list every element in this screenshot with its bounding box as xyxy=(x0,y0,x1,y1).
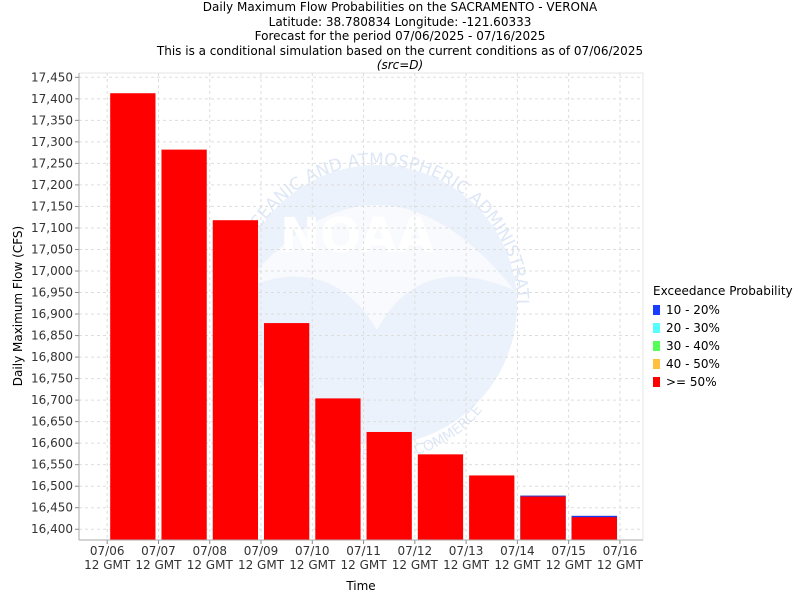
legend-item: 10 - 20% xyxy=(653,301,793,319)
y-tick-label: 17,400 xyxy=(31,92,73,106)
x-tick-label: 07/11 xyxy=(346,544,381,558)
y-tick-label: 16,900 xyxy=(31,307,73,321)
y-tick-label: 16,650 xyxy=(31,415,73,429)
legend-title: Exceedance Probability xyxy=(653,284,793,298)
bar-ge-50 xyxy=(469,475,515,540)
bar-ge-50 xyxy=(366,431,412,540)
legend-swatch xyxy=(653,341,660,351)
bar-ge-50 xyxy=(110,93,156,540)
x-tick-label: 12 GMT xyxy=(494,558,541,572)
chart-source: (src=D) xyxy=(376,58,424,72)
bar-ge-50 xyxy=(520,496,566,540)
legend: Exceedance Probability 10 - 20% 20 - 30%… xyxy=(653,284,793,391)
bar-ge-50 xyxy=(315,398,361,540)
x-tick-label: 12 GMT xyxy=(238,558,285,572)
y-tick-label: 16,400 xyxy=(31,522,73,536)
legend-swatch xyxy=(653,323,660,333)
noaa-logo-text: NOAA xyxy=(280,208,434,264)
axes: 16,400 16,450 16,500 16,550 16,600 16,650 16,7… xyxy=(31,70,644,572)
grid-lines xyxy=(79,73,643,540)
x-tick-label: 12 GMT xyxy=(341,558,388,572)
legend-item: 40 - 50% xyxy=(653,355,793,373)
y-tick-label: 17,350 xyxy=(31,113,73,127)
x-tick-label: 12 GMT xyxy=(443,558,490,572)
legend-label: 20 - 30% xyxy=(666,321,720,335)
x-tick-label: 07/16 xyxy=(603,544,638,558)
y-tick-label: 16,550 xyxy=(31,458,73,472)
y-tick-label: 17,200 xyxy=(31,178,73,192)
x-tick-label: 12 GMT xyxy=(289,558,336,572)
x-tick-label: 12 GMT xyxy=(392,558,439,572)
x-tick-label: 07/08 xyxy=(192,544,227,558)
plot-border xyxy=(78,72,644,541)
legend-item: 20 - 30% xyxy=(653,319,793,337)
chart-note: This is a conditional simulation based o… xyxy=(156,43,644,58)
y-tick-label: 17,100 xyxy=(31,221,73,235)
y-tick-label: 16,850 xyxy=(31,329,73,343)
bars xyxy=(110,93,618,541)
legend-item: 30 - 40% xyxy=(653,337,793,355)
x-tick-label: 07/10 xyxy=(295,544,330,558)
bar-ge-50 xyxy=(212,220,259,540)
chart-location: Latitude: 38.780834 Longitude: -121.6033… xyxy=(268,14,532,29)
bar-ge-50 xyxy=(161,149,207,540)
x-tick-label: 12 GMT xyxy=(187,558,234,572)
y-tick-label: 16,950 xyxy=(31,286,73,300)
legend-swatch xyxy=(653,305,660,315)
y-tick-label: 17,150 xyxy=(31,199,73,213)
legend-label: >= 50% xyxy=(666,375,717,389)
x-tick-label: 07/13 xyxy=(449,544,484,558)
x-tick-label: 12 GMT xyxy=(135,558,182,572)
x-tick-label: 07/15 xyxy=(551,544,586,558)
y-tick-label: 16,600 xyxy=(31,436,73,450)
legend-label: 10 - 20% xyxy=(666,303,720,317)
y-tick-label: 17,250 xyxy=(31,156,73,170)
y-tick-label: 17,300 xyxy=(31,135,73,149)
y-tick-label: 16,750 xyxy=(31,372,73,386)
y-axis-label: Daily Maximum Flow (CFS) xyxy=(11,226,25,386)
x-axis-label: Time xyxy=(345,579,375,593)
x-tick-label: 07/12 xyxy=(398,544,433,558)
x-tick-label: 12 GMT xyxy=(546,558,593,572)
x-tick-label: 07/09 xyxy=(244,544,279,558)
chart-title: Daily Maximum Flow Probabilities on the … xyxy=(202,0,598,14)
x-tick-label: 07/14 xyxy=(500,544,535,558)
x-tick-label: 07/06 xyxy=(90,544,125,558)
bar-ge-50 xyxy=(264,323,310,540)
chart-titles: Daily Maximum Flow Probabilities on the … xyxy=(0,0,800,73)
chart-period: Forecast for the period 07/06/2025 - 07/… xyxy=(254,29,546,43)
y-tick-label: 17,000 xyxy=(31,264,73,278)
y-tick-label: 16,500 xyxy=(31,479,73,493)
x-tick-label: 07/07 xyxy=(141,544,176,558)
legend-swatch xyxy=(653,377,660,387)
legend-label: 30 - 40% xyxy=(666,339,720,353)
y-tick-label: 16,800 xyxy=(31,350,73,364)
x-tick-label: 12 GMT xyxy=(84,558,131,572)
y-tick-label: 17,450 xyxy=(31,70,73,84)
noaa-bird-icon xyxy=(240,205,514,330)
legend-label: 40 - 50% xyxy=(666,357,720,371)
x-tick-label: 12 GMT xyxy=(597,558,644,572)
y-tick-label: 17,050 xyxy=(31,242,73,256)
legend-item: >= 50% xyxy=(653,373,793,391)
bar-ge-50 xyxy=(571,517,617,540)
bar-ge-50 xyxy=(417,454,464,540)
legend-swatch xyxy=(653,359,660,369)
y-tick-label: 16,450 xyxy=(31,501,73,515)
y-tick-label: 16,700 xyxy=(31,393,73,407)
